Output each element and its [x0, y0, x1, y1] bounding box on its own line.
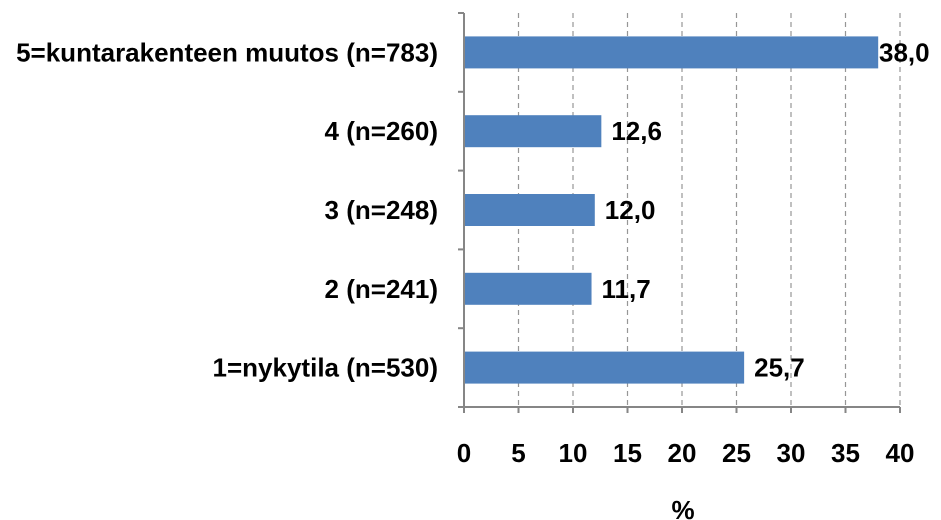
x-tick-label-30: 30: [777, 438, 806, 468]
bar-5: [464, 351, 745, 384]
bar-1: [464, 36, 879, 69]
axes: [458, 12, 901, 413]
data-label-3: 12,0: [605, 195, 656, 225]
x-axis-title: %: [671, 495, 694, 520]
data-label-4: 11,7: [602, 274, 651, 304]
bars: [464, 36, 879, 384]
data-label-1: 38,0: [879, 37, 930, 67]
x-tick-label-25: 25: [722, 438, 751, 468]
gridlines: [517, 13, 901, 407]
data-label-5: 25,7: [754, 353, 805, 383]
category-label-2: 4 (n=260): [325, 116, 438, 146]
category-label-1: 5=kuntarakenteen muutos (n=783): [16, 37, 438, 67]
labels: 0 5 10 15 20 25 30 35 40 5=kuntarakenteen muutos …: [16, 37, 930, 468]
data-label-2: 12,6: [611, 116, 662, 146]
x-tick-label-40: 40: [886, 438, 915, 468]
bar-4: [464, 272, 592, 305]
category-label-5: 1=nykytila (n=530): [213, 353, 438, 383]
x-tick-label-5: 5: [511, 438, 525, 468]
x-tick-label-20: 20: [668, 438, 697, 468]
bar-2: [464, 115, 602, 148]
category-label-4: 2 (n=241): [325, 274, 438, 304]
bar-3: [464, 194, 595, 226]
category-label-3: 3 (n=248): [325, 195, 438, 225]
x-tick-label-0: 0: [457, 438, 471, 468]
x-tick-label-10: 10: [559, 438, 588, 468]
x-tick-label-15: 15: [613, 438, 642, 468]
x-tick-label-35: 35: [831, 438, 860, 468]
